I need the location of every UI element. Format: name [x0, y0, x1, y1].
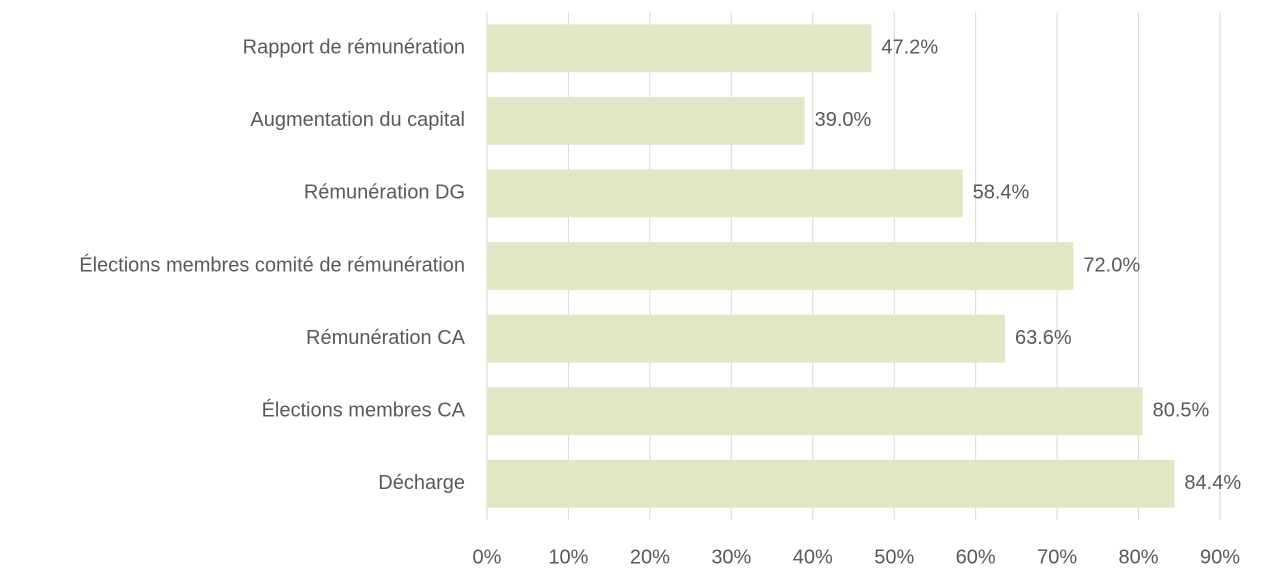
value-label: 39.0%: [815, 109, 872, 131]
bar: [487, 96, 805, 145]
bar: [487, 169, 963, 218]
y-tick-label: Élections membres CA: [262, 398, 466, 421]
y-tick-label: Élections membres comité de rémunération: [79, 253, 465, 276]
value-label: 63.6%: [1015, 327, 1072, 349]
value-label: 84.4%: [1184, 472, 1241, 494]
y-tick-label: Rapport de rémunération: [243, 37, 465, 59]
x-tick-label: 80%: [1119, 546, 1159, 568]
value-label: 58.4%: [973, 182, 1030, 204]
value-label: 47.2%: [881, 37, 938, 59]
y-tick-label: Augmentation du capital: [250, 109, 465, 131]
x-tick-label: 50%: [874, 546, 914, 568]
y-tick-label: Rémunération DG: [304, 182, 465, 204]
x-tick-label: 70%: [1037, 546, 1077, 568]
bar: [487, 242, 1074, 290]
y-tick-label: Décharge: [378, 472, 465, 494]
value-label: 80.5%: [1153, 399, 1210, 421]
y-tick-label: Rémunération CA: [306, 327, 466, 349]
x-tick-label: 40%: [793, 546, 833, 568]
x-tick-label: 0%: [473, 546, 502, 568]
bar: [487, 314, 1005, 363]
bar: [487, 24, 872, 73]
x-tick-label: 30%: [711, 546, 751, 568]
bar: [487, 387, 1143, 436]
x-tick-label: 60%: [956, 546, 996, 568]
x-tick-label: 90%: [1200, 546, 1240, 568]
value-label: 72.0%: [1083, 254, 1140, 276]
x-tick-label: 10%: [548, 546, 588, 568]
bar: [487, 459, 1175, 508]
x-tick-label: 20%: [630, 546, 670, 568]
